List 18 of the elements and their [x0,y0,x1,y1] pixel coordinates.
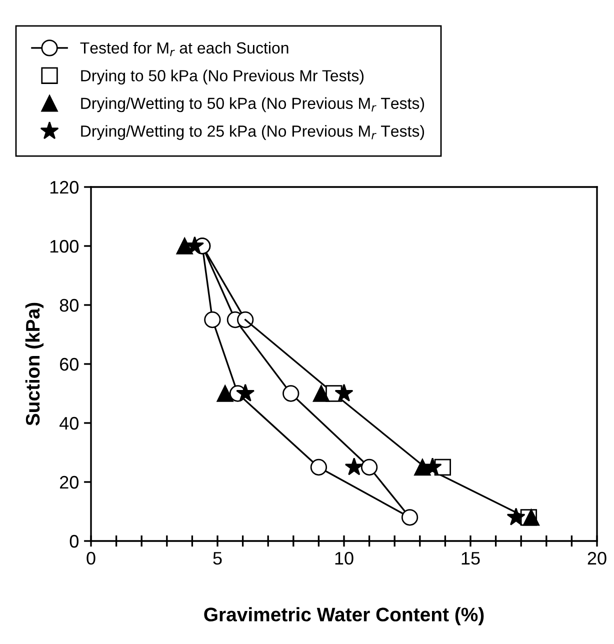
y-tick-label: 60 [60,358,78,371]
y-axis-title: Suction (kPa) [25,302,44,426]
y-tick-label: 100 [50,240,78,253]
legend-label: Drying/Wetting to 50 kPa (No Previous M$_{r}$ Tests) [81,97,424,112]
x-tick-label: 0 [86,552,96,565]
legend-label: Drying/Wetting to 25 kPa (No Previous M$_{r}$ Tests) [81,125,424,140]
x-tick-label: 15 [462,552,480,565]
y-tick-label: 20 [60,476,78,489]
x-tick-label: 10 [335,552,354,565]
y-tick-label: 80 [60,298,78,312]
y-tick-label: 120 [50,180,78,194]
y-tick-label: 40 [60,416,78,430]
x-tick-label: 20 [588,552,606,565]
x-tick-label: 5 [213,552,222,565]
legend-label: Drying to 50 kPa (No Previous Mr Tests) [81,70,364,85]
x-axis-title: Gravimetric Water Content (%) [204,607,484,626]
y-tick-label: 0 [70,534,78,548]
legend-label: Tested for M$_{r}$ at each Suction [80,42,288,56]
